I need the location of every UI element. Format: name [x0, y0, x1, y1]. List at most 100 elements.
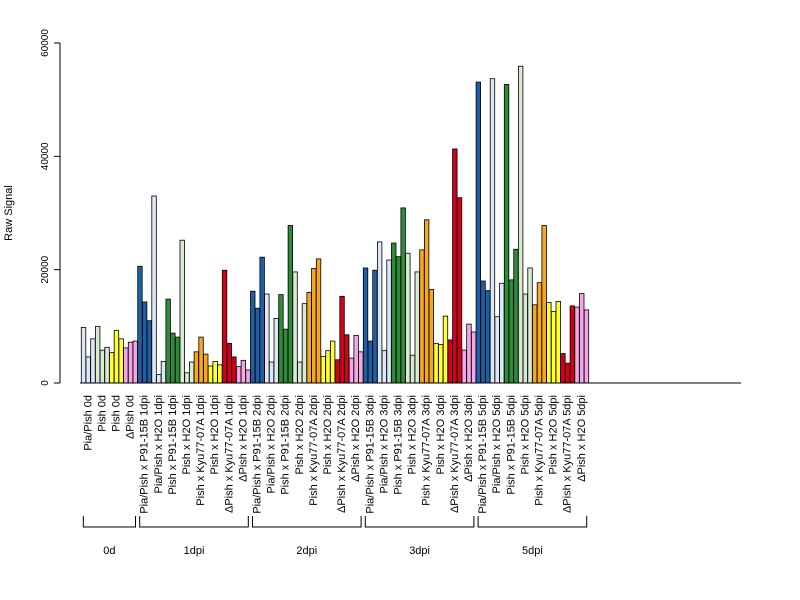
- bar: [560, 353, 566, 384]
- bar: [395, 256, 402, 384]
- bar: [442, 315, 449, 384]
- category-label: Pish x H2O 3dpi: [407, 395, 419, 474]
- category-label: Pish 0d: [110, 395, 122, 432]
- bar: [203, 353, 209, 384]
- category-label: Pish x P91-15B 5dpi: [505, 395, 517, 495]
- bar: [339, 295, 345, 384]
- category-label: ΔPish x Kyu77-07A 2dpi: [336, 395, 348, 513]
- bar: [188, 361, 195, 384]
- bar: [254, 307, 261, 384]
- bar: [320, 355, 326, 384]
- bar: [532, 304, 538, 384]
- bar: [104, 346, 110, 384]
- bar: [325, 350, 331, 384]
- bar: [565, 362, 571, 384]
- y-tick-label: 20000: [40, 255, 51, 283]
- category-label: ΔPish x H2O 2dpi: [350, 395, 362, 482]
- category-label: Pish x P91-15B 1dpi: [167, 395, 179, 495]
- category-label: Pish x H2O 2dpi: [294, 395, 306, 474]
- y-tick-label: 0: [40, 380, 51, 386]
- bar: [259, 256, 265, 384]
- group-bracket: [139, 516, 249, 528]
- bar: [447, 339, 453, 384]
- y-axis-label: Raw Signal: [3, 185, 15, 241]
- bar: [165, 298, 171, 384]
- bar: [466, 323, 472, 384]
- bar: [95, 325, 101, 384]
- bar: [555, 300, 561, 384]
- bar: [311, 268, 317, 384]
- bar: [273, 317, 279, 384]
- bar: [574, 306, 580, 384]
- bar: [132, 340, 138, 384]
- bar: [226, 342, 232, 384]
- group-bracket: [477, 516, 588, 528]
- category-label: Pish x H2O 5dpi: [548, 395, 560, 474]
- category-label: Pish x Kyu77-07A 3dpi: [421, 395, 433, 506]
- category-label: Pia/Pish 0d: [82, 395, 94, 451]
- bar: [475, 81, 482, 384]
- bar: [306, 291, 312, 384]
- bar: [536, 282, 543, 384]
- bar: [334, 359, 341, 384]
- bar: [250, 290, 256, 384]
- category-label: Pish x Kyu77-07A 2dpi: [308, 395, 320, 506]
- bar: [301, 303, 308, 384]
- bar: [179, 239, 185, 384]
- bar: [99, 349, 105, 384]
- bar: [358, 351, 364, 384]
- bar: [583, 309, 590, 384]
- bar: [376, 241, 383, 384]
- bar: [127, 341, 134, 384]
- bar: [503, 83, 510, 384]
- category-label: ΔPish 0d: [125, 395, 137, 439]
- bar: [193, 351, 200, 384]
- category-label: Pish 0d: [96, 395, 108, 432]
- category-label: Pia/Pish x H2O 2dpi: [266, 395, 278, 493]
- category-label: Pia/Pish x P91-15B 1dpi: [139, 395, 151, 514]
- bar: [170, 332, 176, 384]
- bar: [156, 374, 162, 384]
- bar: [452, 148, 458, 384]
- bar: [461, 349, 467, 384]
- y-tick-label: 40000: [40, 142, 51, 170]
- category-label: Pish x Kyu77-07A 1dpi: [195, 395, 207, 506]
- bar: [409, 354, 416, 384]
- bar: [344, 334, 350, 384]
- category-label: Pish x H2O 3dpi: [435, 395, 447, 474]
- bar: [329, 340, 336, 384]
- category-label: ΔPish x H2O 5dpi: [576, 395, 588, 482]
- bar: [174, 336, 181, 384]
- category-label: Pish x Kyu77-07A 5dpi: [533, 395, 545, 506]
- bar: [85, 356, 91, 384]
- group-label: 0d: [103, 545, 115, 557]
- bar: [264, 293, 270, 384]
- category-labels: Pia/Pish 0d Pish 0d Pish 0d ΔPish 0d Pia/Pis…: [82, 395, 588, 514]
- bar: [207, 365, 214, 384]
- bar: [287, 225, 294, 384]
- bar: [231, 356, 237, 384]
- category-label: Pish x H2O 1dpi: [209, 395, 221, 474]
- bar: [414, 271, 420, 384]
- bar: [386, 259, 392, 384]
- group-bracket: [82, 516, 136, 528]
- bar: [278, 294, 284, 384]
- bar: [494, 316, 500, 384]
- bar: [268, 361, 275, 384]
- bar: [470, 331, 477, 384]
- category-label: ΔPish x Kyu77-07A 5dpi: [562, 395, 574, 513]
- group-label: 2dpi: [296, 545, 317, 557]
- bar: [245, 369, 251, 384]
- bar: [569, 305, 575, 384]
- category-label: Pish x P91-15B 3dpi: [392, 395, 404, 495]
- bar: [160, 361, 167, 384]
- y-axis: 0 20000 40000 60000: [40, 29, 61, 386]
- bar: [372, 269, 378, 384]
- bar: [456, 197, 463, 384]
- y-tick-label: 60000: [40, 29, 51, 57]
- bar: [508, 279, 514, 384]
- group-bracket: [252, 516, 362, 528]
- bar: [80, 327, 87, 384]
- bar: [118, 338, 124, 384]
- category-label: Pia/Pish x H2O 3dpi: [378, 395, 390, 493]
